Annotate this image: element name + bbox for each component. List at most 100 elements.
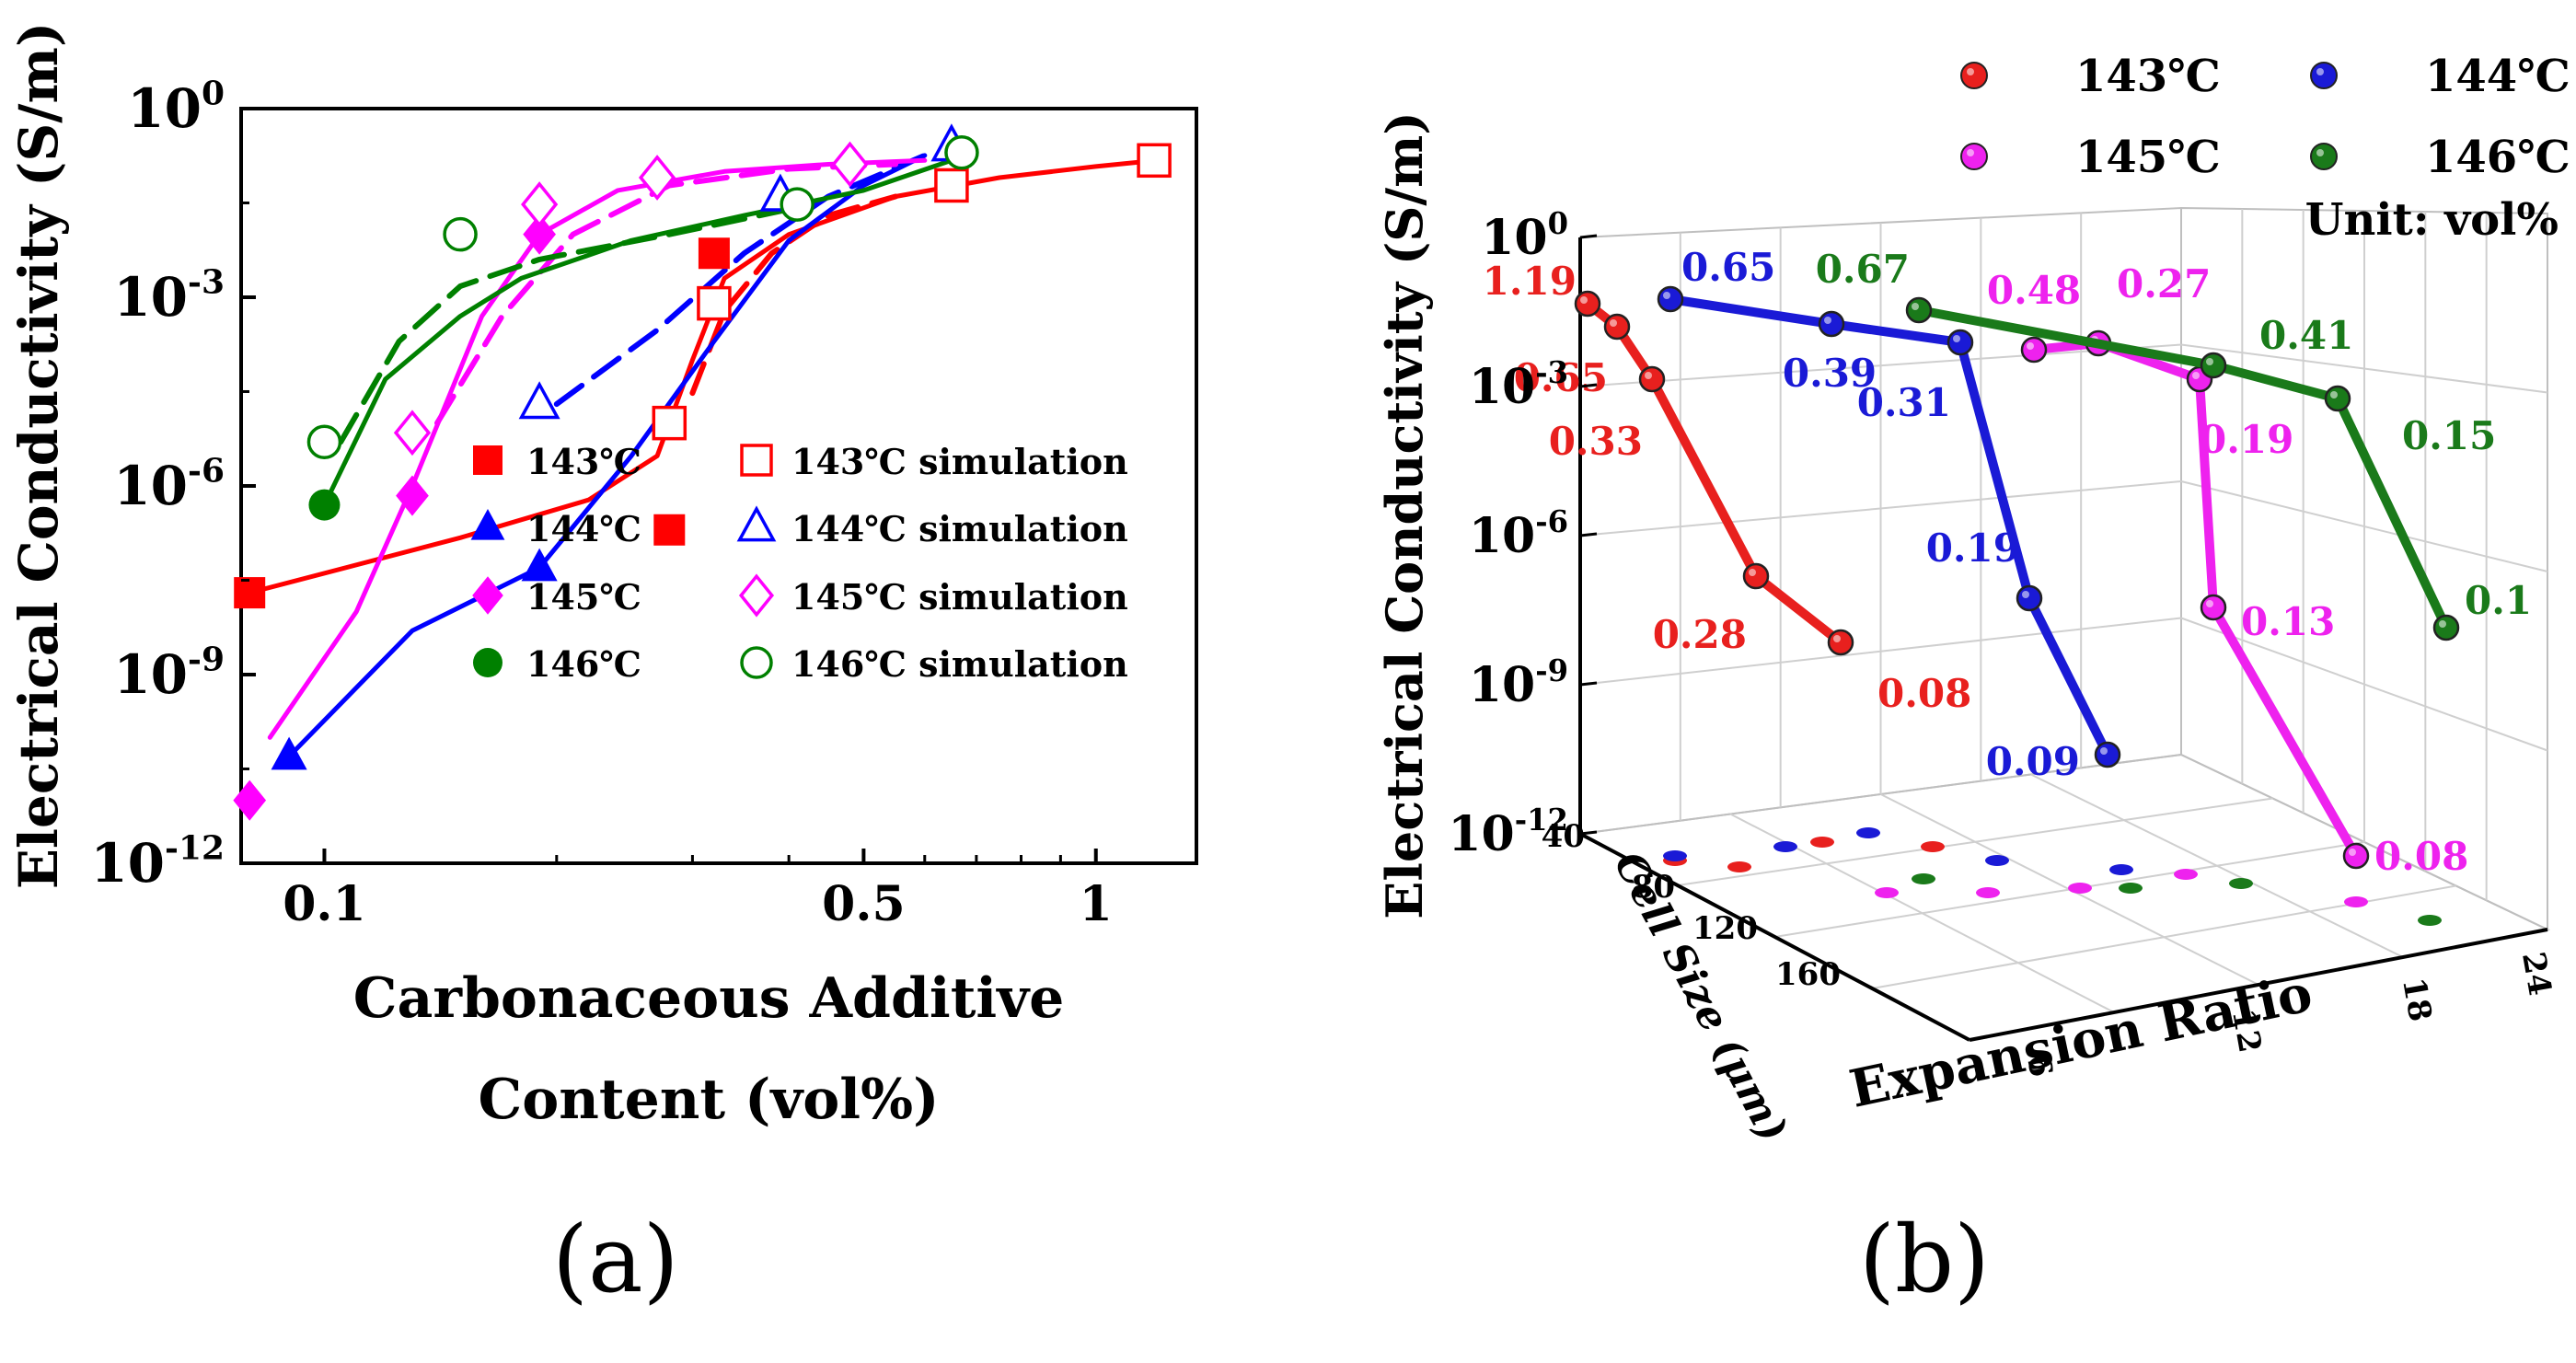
data-point [443,216,478,252]
chart-b-unit-note: Unit: vol% [2305,194,2559,246]
legend-label: 145℃ [526,576,641,618]
z-tick-mark [1579,383,1598,388]
legend-marker [736,505,777,542]
legend-marker-highlight [2316,149,2324,156]
y-axis-line [1579,832,1970,1042]
point-value-label: 0.28 [1653,612,1747,657]
legend-label: 143℃ [2075,51,2221,102]
point-highlight [1645,372,1652,379]
data-point [518,381,560,420]
legend-label: 145℃ [2075,132,2221,183]
data-point [698,237,730,270]
legend-label: 143℃ simulation [791,441,1128,482]
data-point [393,410,432,456]
data-point [1137,143,1172,179]
z-tick-label: 10-9 [1469,653,1568,713]
point-highlight [1663,292,1670,299]
z-tick-mark [1579,532,1598,537]
legend-marker-highlight [2316,68,2324,75]
y-tick-label: 10-9 [113,641,225,706]
chart-a-legend: 143℃ 144℃ 145℃ 146℃ 143℃ simulation 144℃ simu… [470,441,1128,685]
series-point [2432,614,2460,641]
point-value-label: 0.1 [2465,578,2532,623]
x-tick-label: 1 [1080,876,1113,932]
data-point [653,514,686,546]
point-highlight [2192,372,2200,379]
point-value-label: 0.41 [2259,313,2353,358]
data-point [396,475,429,516]
series-point [1946,329,1974,356]
legend-marker [2310,143,2338,170]
point-value-label: 0.27 [2117,261,2211,306]
x-tick-label: 12 [2224,1006,2269,1056]
panel-label-a: (a) [552,1206,679,1313]
point-highlight [1824,317,1831,324]
legend-marker [473,445,502,475]
floor-projection-dot [2418,915,2442,926]
chart-b-point-labels: 1.19 0.65 0.33 0.28 0.08 0.65 0.390.31 0.19 0.09… [1483,245,2532,879]
floor-projection-dot [1856,827,1880,838]
data-point [234,577,266,609]
chart-b-legend: 143℃ 144℃ 145℃ 146℃ [1960,51,2570,183]
series-point [1818,310,1845,338]
chart-a-points [233,123,1172,821]
y-tick-label: 10-3 [113,263,225,329]
legend-marker [740,444,773,477]
data-point [652,405,687,441]
z-tick-mark [1579,681,1598,687]
legend-label: 146℃ [526,643,641,685]
y-tick-label: 40 [1542,818,1585,855]
point-highlight [1580,296,1588,304]
floor-projection-dot [1810,837,1834,848]
legend-marker [470,509,505,540]
legend-label: 143℃ [526,441,641,482]
legend-label: 146℃ [2425,132,2570,183]
series-point [1742,562,1770,590]
floor-projection-dot [2229,878,2253,889]
data-point [934,167,969,203]
chart-a-ticks: 100 10-3 10-6 10-9 10-12 0.1 0.5 1 [90,75,1113,932]
legend-marker [1960,143,1988,170]
legend-marker [738,573,775,618]
legend-label: 145℃ simulation [791,576,1128,618]
series-point [2342,842,2370,870]
series-point [1827,629,1854,656]
series-line [1914,306,2451,632]
legend-label: 144℃ [2425,51,2570,102]
point-value-label: 0.39 [1783,351,1877,396]
y-tick-label: 100 [127,75,225,140]
series-point [2020,336,2048,364]
grid-line [1872,884,2456,989]
point-highlight [1912,303,1919,310]
point-highlight [2206,358,2213,365]
z-tick-mark [1579,234,1598,239]
floor-projection-dot [2068,883,2092,894]
point-highlight [2330,391,2338,399]
grid-line [2030,773,2404,958]
floor-projection-dot [1985,855,2009,866]
floor-projection-dot [1773,841,1797,852]
point-value-label: 0.65 [1681,245,1775,290]
x-tick-label: 0.5 [822,876,905,932]
legend-marker [2310,62,2338,89]
legend-marker [473,648,502,677]
z-tick-label: 100 [1481,206,1568,266]
series-point [1574,290,1601,318]
chart-b: 1.19 0.65 0.33 0.28 0.08 0.65 0.390.31 0.19 0.09… [1375,51,2570,1149]
data-point [233,780,267,821]
x-tick-label: 24 [2514,949,2559,999]
point-highlight [2349,849,2356,856]
z-tick-mark [1579,830,1598,836]
floor-projection-dot [2109,864,2133,875]
series-point [1603,313,1631,341]
z-tick-label: 10-3 [1469,355,1568,415]
floor-projection-dot [2344,896,2368,907]
data-point [638,155,676,201]
point-value-label: 0.19 [2200,417,2293,462]
y-tick-label: 10-12 [90,829,225,895]
series-point [1905,296,1933,324]
data-point [521,548,558,582]
point-value-label: 0.13 [2241,599,2335,644]
point-value-label: 0.65 [1514,355,1608,400]
